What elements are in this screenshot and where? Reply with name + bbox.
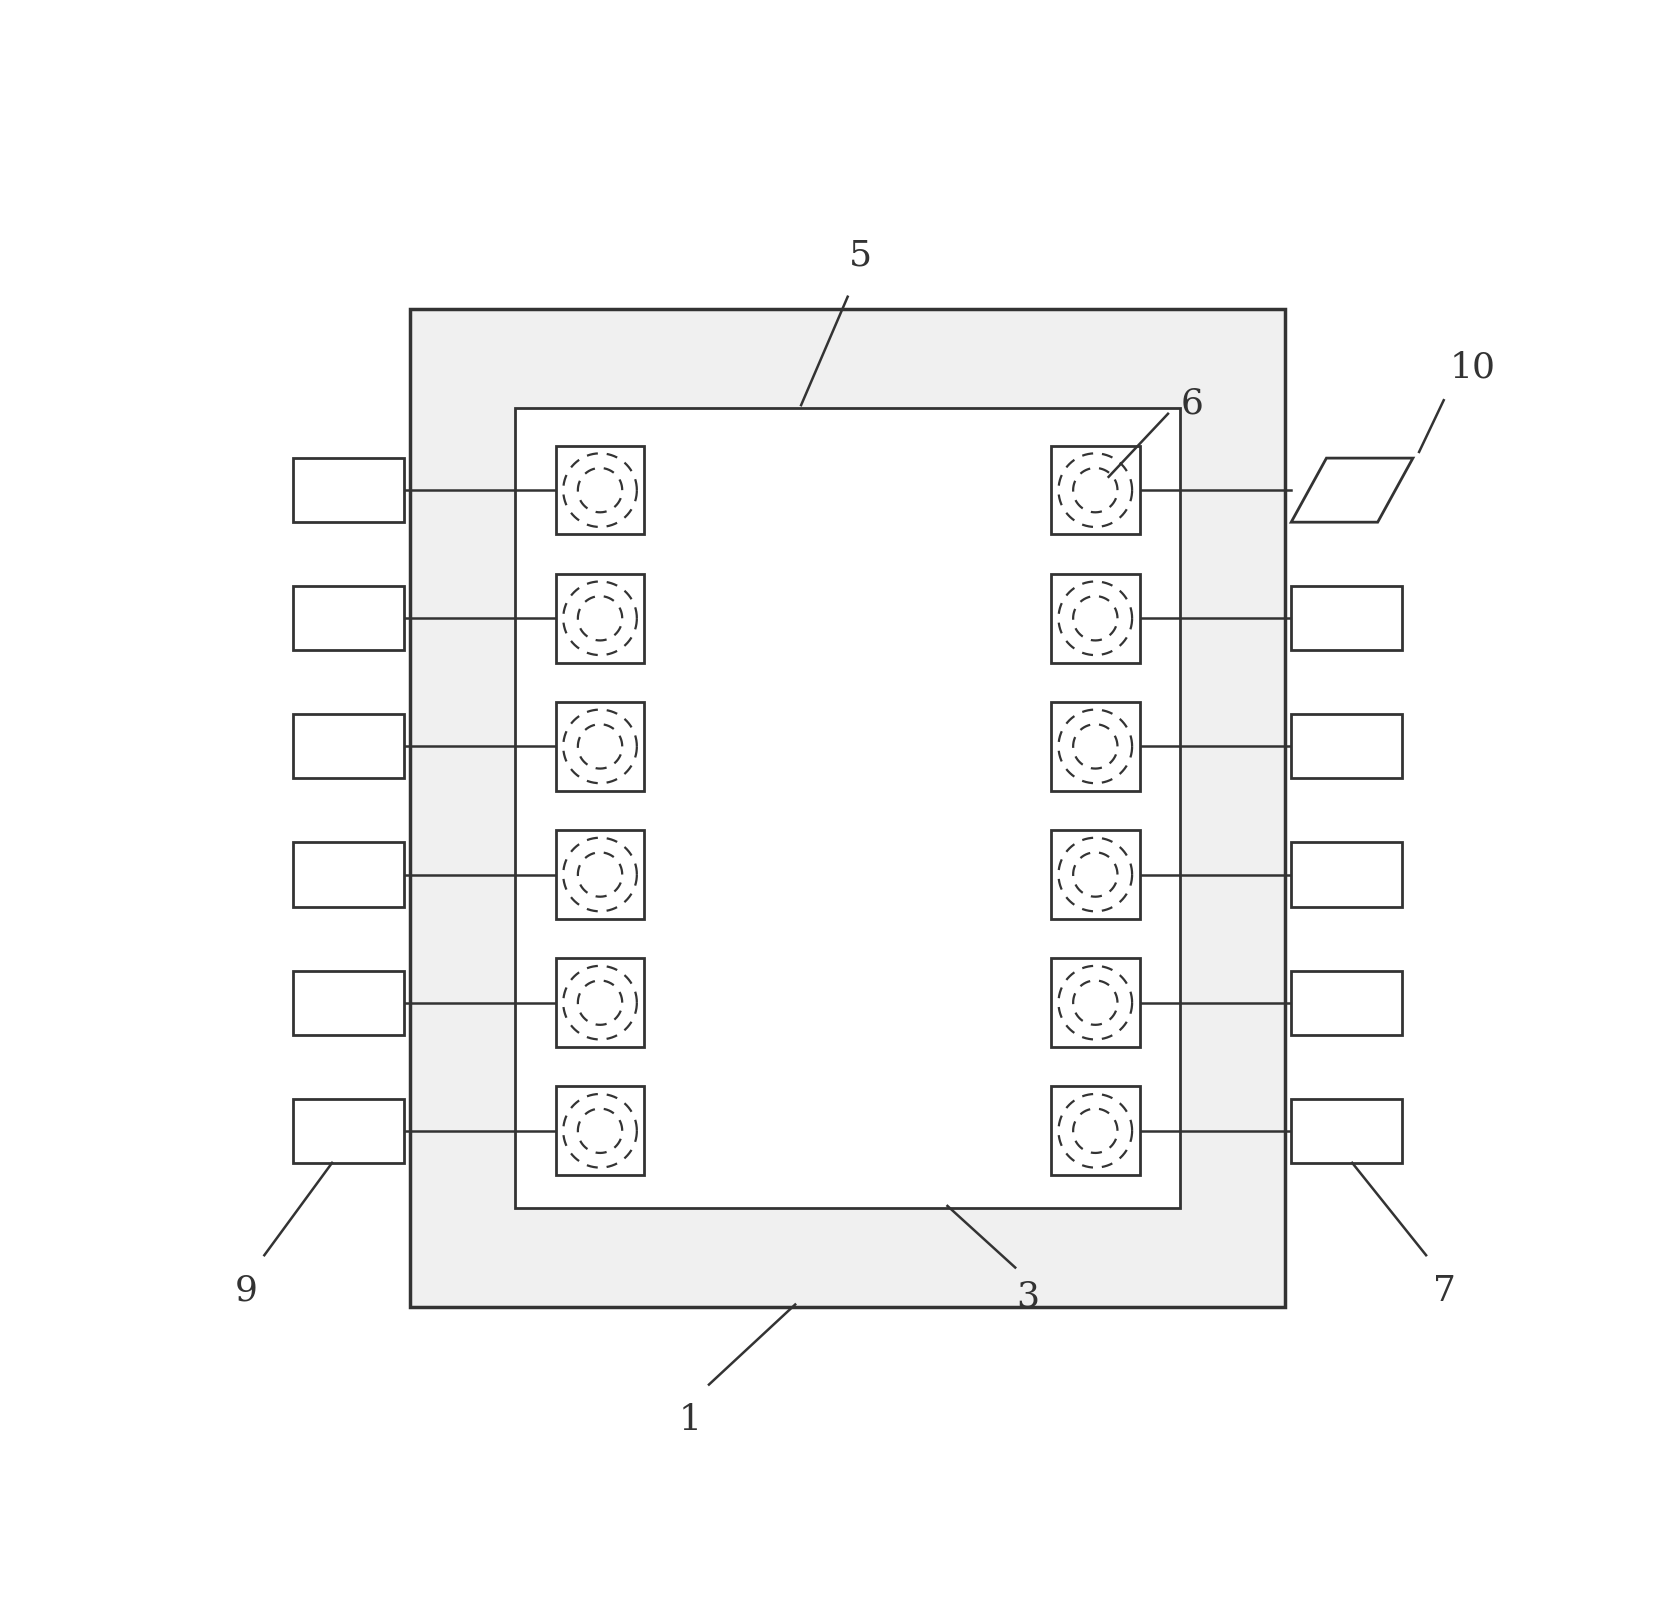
Bar [1292, 1099, 1403, 1163]
Bar [1050, 446, 1140, 534]
Text: 7: 7 [1432, 1274, 1456, 1307]
Bar [293, 971, 404, 1035]
Bar [556, 830, 645, 918]
Bar [1292, 714, 1403, 779]
Bar [293, 843, 404, 907]
Bar [556, 1086, 645, 1174]
Bar [293, 586, 404, 650]
Bar [293, 714, 404, 779]
Bar [1292, 971, 1403, 1035]
Bar [556, 958, 645, 1046]
Bar [556, 702, 645, 790]
Bar [293, 1099, 404, 1163]
Bar [1050, 958, 1140, 1046]
Bar [293, 458, 404, 522]
Bar [1292, 843, 1403, 907]
Bar [514, 408, 1181, 1208]
Bar [556, 574, 645, 662]
Polygon shape [1292, 458, 1413, 522]
Bar [1050, 1086, 1140, 1174]
Bar [410, 309, 1285, 1307]
Bar [1050, 574, 1140, 662]
Text: 5: 5 [849, 238, 872, 272]
Bar [1050, 702, 1140, 790]
Bar [556, 446, 645, 534]
Text: 1: 1 [680, 1403, 701, 1437]
Text: 9: 9 [235, 1274, 258, 1307]
Text: 6: 6 [1181, 387, 1202, 421]
Bar [1292, 586, 1403, 650]
Text: 3: 3 [1016, 1280, 1039, 1314]
Text: 10: 10 [1451, 350, 1495, 384]
Bar [1050, 830, 1140, 918]
